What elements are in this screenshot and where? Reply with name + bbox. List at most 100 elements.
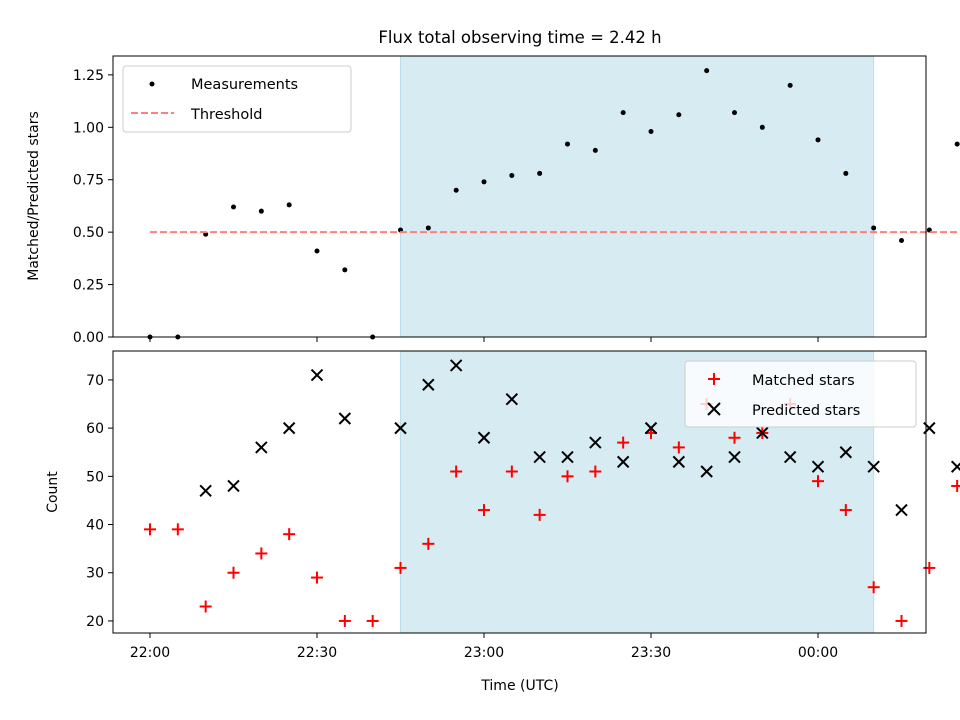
predicted-stars-point: [505, 392, 519, 406]
observing-interval-1: [400, 55, 875, 338]
x-tick-label: 00:00: [798, 645, 838, 661]
ratio-panel: 0.00 0.25 0.50 0.75 1.00 1.25 Matched/Predict…: [26, 55, 960, 346]
matched-stars-point: [839, 504, 852, 517]
x-tick-label: 23:00: [464, 645, 504, 661]
measurements-point: [509, 173, 515, 179]
measurements-point: [648, 128, 654, 134]
matched-stars-point: [617, 436, 630, 449]
measurements-point: [342, 267, 348, 273]
matched-stars-point: [561, 470, 574, 483]
measurements-point: [843, 170, 849, 176]
matched-stars-point: [589, 465, 602, 478]
count-y-tick-label: 60: [86, 421, 104, 437]
measurements-point: [871, 225, 877, 231]
x-tick-label: 23:30: [631, 645, 671, 661]
predicted-stars-point: [561, 450, 574, 464]
measurements-point: [815, 137, 821, 143]
matched-stars-point: [728, 431, 741, 444]
ratio-y-tick-label: 0.25: [73, 278, 104, 294]
matched-stars-point: [672, 441, 685, 454]
measurements-point: [592, 147, 598, 153]
matched-stars-point: [227, 566, 240, 579]
matched-stars-point: [812, 475, 824, 488]
predicted-stars-point: [672, 455, 686, 469]
measurements-point: [537, 170, 543, 176]
ratio-x-axis: [149, 337, 819, 342]
matched-stars-point: [144, 523, 156, 536]
ratio-y-tick-label: 1.00: [73, 120, 104, 136]
measurements-point: [676, 112, 682, 118]
count-panel-frame: [112, 350, 927, 634]
count-y-axis-label: Count: [45, 471, 61, 513]
predicted-stars-point: [728, 450, 741, 464]
measurements-point: [231, 204, 236, 210]
legend-threshold-label: Threshold: [190, 107, 262, 123]
legend-measurements-label: Measurements: [191, 77, 298, 93]
measurements-point: [314, 248, 320, 254]
ratio-y-tick-label: 0.50: [73, 225, 104, 241]
measurements-point: [704, 68, 710, 74]
predicted-stars-point: [394, 421, 407, 435]
measurements-point: [565, 141, 570, 147]
predicted-stars-point: [644, 421, 658, 435]
x-tick-label: 22:00: [130, 645, 170, 661]
x-axis-label: Time (UTC): [480, 678, 558, 694]
matched-stars-point: [422, 537, 435, 550]
measurements-point: [899, 238, 904, 244]
ratio-y-tick-label: 0.00: [73, 330, 104, 346]
measurements-point: [759, 124, 765, 130]
matched-stars-point: [199, 600, 212, 613]
count-y-tick-label: 20: [86, 614, 104, 630]
ratio-plot-area: [147, 68, 960, 340]
predicted-stars-point: [449, 359, 463, 372]
measurements-point: [620, 110, 626, 116]
matched-stars-point: [505, 465, 518, 478]
predicted-stars-point: [477, 431, 491, 444]
count-x-axis: 22:0022:3023:0023:3000:0000:3001:0001:30…: [130, 633, 838, 661]
matched-stars-point: [366, 614, 379, 627]
matched-stars-point: [338, 614, 351, 627]
measurements-point: [787, 82, 793, 88]
observing-interval-shading: [400, 55, 875, 338]
legend-predicted-marker: [707, 402, 721, 416]
matched-stars-point: [895, 614, 908, 627]
ratio-panel-frame: [112, 55, 927, 338]
matched-stars-point: [867, 581, 880, 594]
measurements-point: [425, 225, 431, 231]
count-legend: Matched stars Predicted stars: [684, 360, 917, 428]
matched-stars-point: [255, 547, 268, 560]
matched-stars-point: [171, 523, 184, 536]
measurements-point: [732, 110, 737, 116]
ratio-y-axis-label: Matched/Predicted stars: [26, 111, 42, 281]
matched-stars-point: [283, 528, 296, 541]
measurements-point: [453, 187, 459, 193]
ratio-y-tick-label: 1.25: [73, 68, 104, 84]
ratio-y-tick-label: 0.75: [73, 173, 104, 189]
predicted-stars-point: [255, 441, 268, 454]
x-tick-label: 22:30: [297, 645, 337, 661]
legend-measurements-marker: [149, 81, 155, 87]
matched-stars-point: [951, 479, 960, 492]
ratio-legend: Measurements Threshold: [122, 65, 352, 133]
predicted-stars-point: [756, 426, 769, 440]
predicted-stars-point: [422, 378, 435, 391]
chart-title: Flux total observing time = 2.42 h: [378, 28, 661, 47]
count-y-tick-label: 40: [86, 518, 104, 534]
matched-stars-point: [533, 508, 546, 521]
predicted-stars-point: [867, 460, 880, 473]
measurements-point: [286, 202, 292, 208]
predicted-stars-point: [950, 460, 960, 473]
matched-stars-point: [394, 561, 407, 574]
predicted-stars-point: [895, 503, 908, 517]
count-y-tick-label: 30: [86, 566, 104, 582]
matched-stars-point: [478, 504, 490, 517]
legend-matched-label: Matched stars: [752, 373, 855, 389]
legend-predicted-label: Predicted stars: [752, 403, 860, 419]
legend-matched-marker: [708, 373, 720, 385]
predicted-stars-point: [839, 446, 853, 459]
matched-stars-point: [450, 465, 463, 478]
predicted-stars-point: [338, 412, 352, 425]
predicted-stars-point: [811, 460, 825, 473]
